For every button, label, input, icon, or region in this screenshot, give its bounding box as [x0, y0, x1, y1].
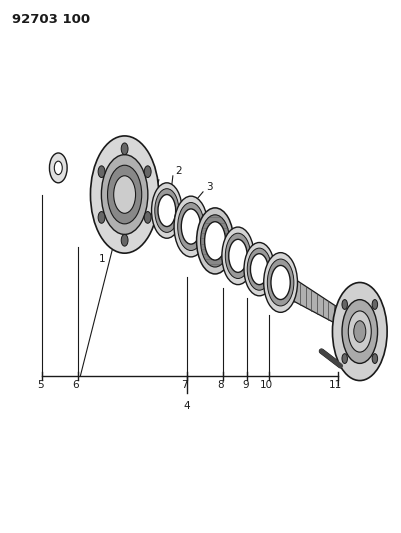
Ellipse shape [250, 254, 267, 285]
Text: 5: 5 [37, 380, 43, 390]
Ellipse shape [54, 161, 62, 175]
Text: 3: 3 [205, 182, 212, 191]
Ellipse shape [90, 136, 158, 253]
Text: 7: 7 [181, 380, 188, 390]
Ellipse shape [49, 153, 67, 183]
Ellipse shape [113, 176, 135, 213]
Ellipse shape [154, 189, 178, 232]
Ellipse shape [341, 300, 377, 364]
Ellipse shape [228, 239, 247, 272]
Ellipse shape [221, 227, 253, 285]
Ellipse shape [101, 155, 148, 235]
Ellipse shape [200, 215, 229, 267]
Ellipse shape [263, 253, 297, 312]
Ellipse shape [151, 183, 182, 238]
Ellipse shape [247, 248, 271, 290]
Ellipse shape [353, 321, 365, 342]
Text: 1: 1 [99, 254, 105, 263]
Ellipse shape [144, 166, 151, 177]
Ellipse shape [243, 243, 274, 296]
Text: 11: 11 [328, 380, 341, 390]
Ellipse shape [181, 209, 200, 244]
Ellipse shape [177, 203, 204, 251]
Text: 9: 9 [241, 380, 248, 390]
Ellipse shape [158, 195, 175, 227]
Text: 4: 4 [183, 401, 190, 411]
Ellipse shape [121, 143, 128, 155]
Ellipse shape [196, 208, 233, 274]
Ellipse shape [332, 282, 386, 381]
Ellipse shape [341, 354, 346, 364]
Ellipse shape [371, 300, 377, 309]
Ellipse shape [270, 265, 290, 300]
Text: 10: 10 [259, 380, 272, 390]
Ellipse shape [204, 222, 225, 260]
Ellipse shape [98, 166, 105, 177]
Text: 8: 8 [217, 380, 223, 390]
Ellipse shape [267, 259, 293, 306]
Polygon shape [288, 275, 339, 326]
Ellipse shape [371, 354, 377, 364]
Ellipse shape [121, 235, 128, 246]
Ellipse shape [107, 165, 142, 224]
Ellipse shape [174, 196, 207, 257]
Ellipse shape [347, 311, 371, 352]
Text: 92703 100: 92703 100 [12, 13, 90, 26]
Ellipse shape [225, 233, 250, 278]
Ellipse shape [341, 300, 346, 309]
Ellipse shape [144, 212, 151, 223]
Text: 2: 2 [175, 166, 182, 175]
Ellipse shape [98, 212, 105, 223]
Text: 6: 6 [72, 380, 79, 390]
